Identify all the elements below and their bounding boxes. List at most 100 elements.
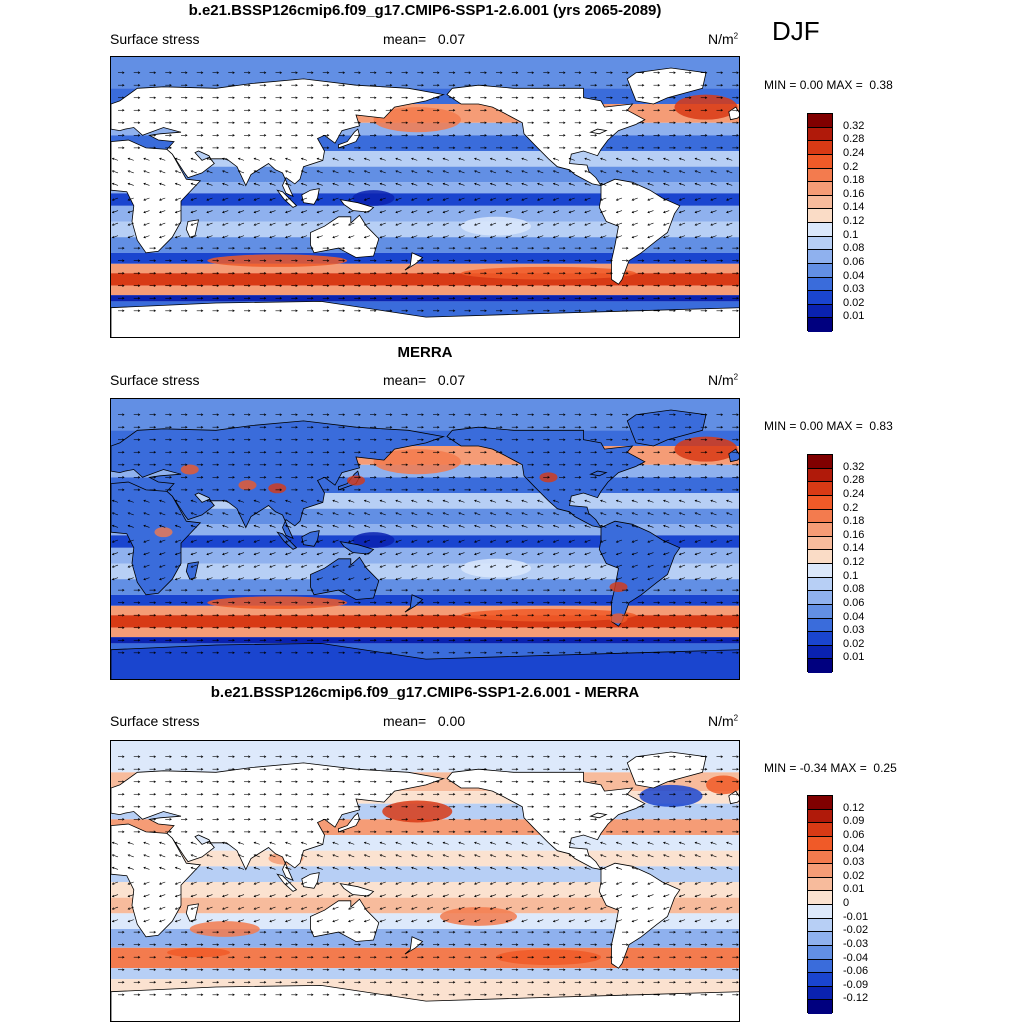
stress-arrowhead [374, 83, 377, 87]
stress-arrowhead [694, 499, 698, 503]
stress-arrowhead [300, 907, 304, 910]
stress-arrowhead [505, 223, 509, 226]
stress-arrowhead [358, 121, 361, 125]
stress-arrow [695, 500, 701, 503]
stress-arrow [663, 552, 670, 555]
stress-arrowhead [111, 540, 115, 543]
field-patch [189, 921, 260, 937]
stress-arrowhead [216, 108, 220, 112]
stress-arrowhead [232, 425, 235, 429]
stress-arrowhead [641, 943, 645, 946]
stress-arrowhead [200, 438, 204, 442]
stress-arrow [191, 539, 197, 543]
stress-arrowhead [159, 223, 162, 226]
stress-arrow [238, 222, 245, 226]
stress-arrowhead [694, 182, 698, 186]
stress-arrow [553, 842, 560, 845]
stress-arrowhead [537, 577, 540, 581]
stress-arrow [663, 210, 670, 213]
stress-arrowhead [626, 805, 629, 809]
stress-arrow [427, 210, 434, 213]
stress-arrow [206, 525, 213, 528]
stress-arrowhead [452, 271, 456, 275]
stress-arrowhead [374, 980, 377, 984]
stress-arrow [143, 210, 150, 213]
stress-arrowhead [626, 830, 629, 834]
stress-arrowhead [332, 565, 335, 568]
stress-arrowhead [111, 235, 115, 239]
stress-arrow [254, 577, 260, 580]
stress-arrowhead [641, 438, 645, 442]
stress-arrowhead [600, 854, 603, 857]
stress-arrowhead [311, 955, 314, 959]
stress-arrowhead [626, 271, 629, 275]
stress-arrowhead [484, 108, 487, 112]
stress-arrow [695, 564, 701, 568]
stress-arrowhead [689, 71, 692, 74]
stress-arrowhead [421, 588, 424, 592]
stress-arrowhead [153, 638, 157, 642]
stress-arrowhead [111, 552, 115, 556]
stress-arrowhead [500, 271, 503, 275]
stress-arrowhead [358, 488, 361, 492]
stress-arrowhead [578, 638, 582, 642]
stress-arrowhead [689, 601, 692, 604]
stress-arrow [222, 222, 229, 226]
stress-arrowhead [437, 488, 440, 492]
stress-arrow [647, 842, 654, 845]
stress-arrowhead [657, 284, 661, 288]
stress-arrowhead [348, 182, 351, 186]
stress-arrowhead [232, 134, 235, 137]
stress-arrowhead [500, 755, 503, 758]
stress-arrowhead [641, 651, 645, 655]
stress-arrow [285, 577, 292, 580]
stress-arrowhead [326, 601, 330, 604]
stress-arrowhead [153, 246, 157, 250]
stress-arrowhead [500, 780, 503, 784]
panel-title-diff: b.e21.BSSP126cmip6.f09_g17.CMIP6-SSP1-2.… [210, 684, 640, 701]
stress-arrowhead [253, 866, 257, 870]
stress-arrow [584, 577, 591, 580]
stress-arrow [348, 906, 355, 910]
stress-arrowhead [285, 182, 288, 186]
stress-arrowhead [710, 882, 713, 885]
stress-arrowhead [200, 780, 204, 784]
stress-arrowhead [363, 524, 367, 528]
field-band [111, 897, 739, 914]
stress-arrowhead [426, 499, 430, 503]
stress-arrowhead [531, 830, 535, 834]
stress-arrowhead [704, 638, 708, 642]
stress-arrow [600, 881, 607, 885]
stress-arrowhead [122, 767, 125, 771]
stress-arrow [663, 577, 670, 580]
stress-arrowhead [279, 955, 283, 959]
stress-arrowhead [720, 968, 724, 972]
stress-arrowhead [190, 157, 194, 161]
stress-arrow [348, 881, 355, 885]
stress-arrow [222, 906, 229, 910]
stress-arrowhead [600, 182, 603, 186]
stress-arrowhead [726, 157, 729, 161]
stress-arrowhead [547, 108, 550, 112]
stress-arrowhead [169, 309, 172, 313]
stress-arrow [632, 564, 638, 568]
stress-arrowhead [332, 854, 335, 857]
stress-arrowhead [137, 792, 141, 796]
stress-arrowhead [531, 993, 535, 997]
stress-arrowhead [426, 919, 430, 923]
stress-arrowhead [216, 134, 220, 137]
map-field-obs [111, 399, 739, 679]
stress-arrowhead [263, 296, 267, 300]
stress-arrowhead [374, 271, 377, 275]
stress-arrowhead [389, 651, 393, 655]
stress-arrow [143, 183, 150, 186]
stress-arrowhead [379, 854, 383, 857]
stress-arrowhead [363, 907, 367, 910]
stress-arrowhead [578, 83, 582, 87]
stress-arrow [254, 197, 260, 201]
stress-arrowhead [153, 83, 157, 87]
stress-arrowhead [610, 755, 613, 758]
stress-arrow [427, 854, 434, 858]
stress-arrowhead [484, 755, 487, 758]
stress-arrowhead [405, 413, 409, 416]
